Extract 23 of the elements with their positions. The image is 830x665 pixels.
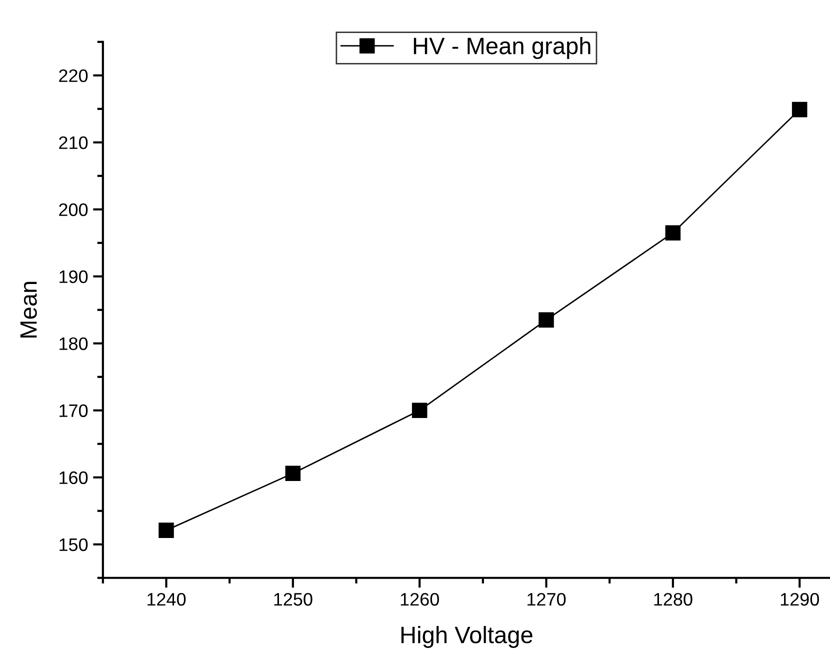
y-tick-label: 200 bbox=[59, 203, 88, 216]
x-tick-label: 1250 bbox=[274, 592, 312, 606]
y-tick-label: 190 bbox=[60, 270, 88, 284]
y-tick-label: 160 bbox=[60, 471, 88, 484]
x-tick-label: 1270 bbox=[528, 592, 566, 606]
point bbox=[285, 466, 301, 482]
point bbox=[792, 102, 808, 118]
point bbox=[412, 402, 428, 418]
y-axis-title: Mean bbox=[20, 282, 37, 338]
y-tick-label: 210 bbox=[59, 136, 88, 150]
x-tick-label: 1280 bbox=[654, 592, 692, 606]
y-tick-label: 150 bbox=[60, 538, 88, 552]
legend-label: HV - Mean graph bbox=[414, 36, 590, 59]
x-tick-label: 1260 bbox=[400, 592, 439, 606]
y-tick-label: 220 bbox=[59, 69, 88, 82]
y-tick-label: 180 bbox=[60, 337, 88, 350]
point bbox=[665, 225, 681, 240]
point bbox=[158, 522, 174, 538]
point bbox=[538, 312, 554, 328]
x-tick-label: 1240 bbox=[148, 592, 186, 606]
y-tick-label: 170 bbox=[60, 404, 88, 418]
x-tick-label: 1290 bbox=[780, 592, 819, 606]
x-axis-title: High Voltage bbox=[401, 626, 532, 648]
